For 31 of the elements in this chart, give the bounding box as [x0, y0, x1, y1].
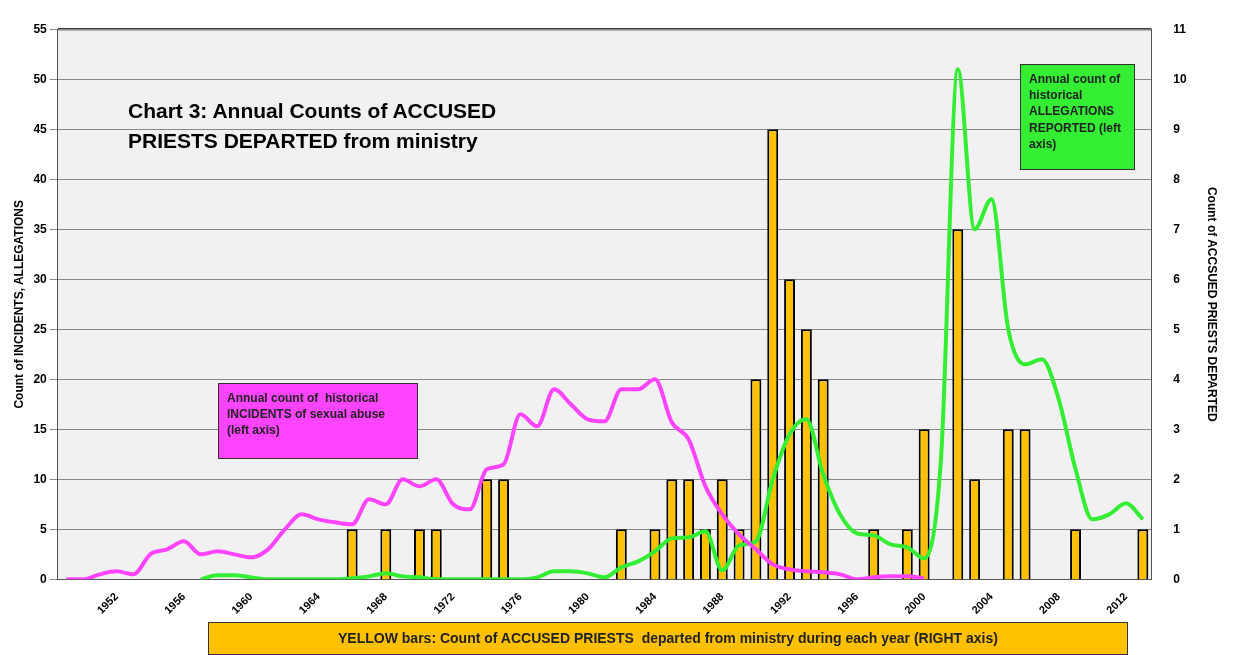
- y-tick-label: 50: [33, 71, 48, 86]
- y-tick-label: 55: [33, 21, 48, 36]
- y2-tick-label: 11: [1173, 21, 1187, 36]
- y2-tick-label: 6: [1173, 271, 1181, 286]
- y-tick-label: 10: [33, 471, 48, 486]
- y2-tick-label: 4: [1173, 371, 1181, 386]
- note-box: Annual count of historical ALLEGATIONS REPORTED (left axis): [1020, 64, 1135, 170]
- y-tick-label: 25: [33, 321, 48, 336]
- y-tick-label: 5: [40, 521, 48, 536]
- note-box: Annual count of historical INCIDENTS of sexual abuse (left axis): [218, 383, 418, 459]
- y-tick-label: 30: [33, 271, 48, 286]
- y2-axis-title: Count of ACCSUED PRIESTS DEPARTED: [1205, 186, 1220, 422]
- y2-tick-label: 1: [1173, 521, 1181, 536]
- y2-tick-label: 3: [1173, 421, 1181, 436]
- y-tick-label: 35: [33, 221, 48, 236]
- y-tick-label: 40: [33, 171, 48, 186]
- text: Chart 3: Annual Counts of ACCUSED PRIESTS DEPARTED from ministry: [128, 98, 498, 154]
- y-tick-label: 20: [33, 371, 48, 386]
- y2-tick-label: 8: [1173, 171, 1181, 186]
- line-series: [64, 377, 927, 580]
- y-tick-label: 0: [40, 571, 48, 586]
- y-axis-title: Count of INCIDENTS, ALLEGATIONS: [11, 199, 26, 409]
- y-tick-label: 45: [33, 121, 48, 136]
- y2-tick-label: 10: [1173, 71, 1187, 86]
- y2-tick-label: 9: [1173, 121, 1181, 136]
- y2-tick-label: 7: [1173, 221, 1181, 236]
- note-box: YELLOW bars: Count of ACCUSED PRIESTS departed from ministry during each year (RIGHT axis): [208, 622, 1128, 655]
- y2-tick-label: 0: [1173, 571, 1181, 586]
- y2-tick-label: 5: [1173, 321, 1181, 336]
- y-tick-label: 15: [33, 421, 48, 436]
- y2-tick-label: 2: [1173, 471, 1181, 486]
